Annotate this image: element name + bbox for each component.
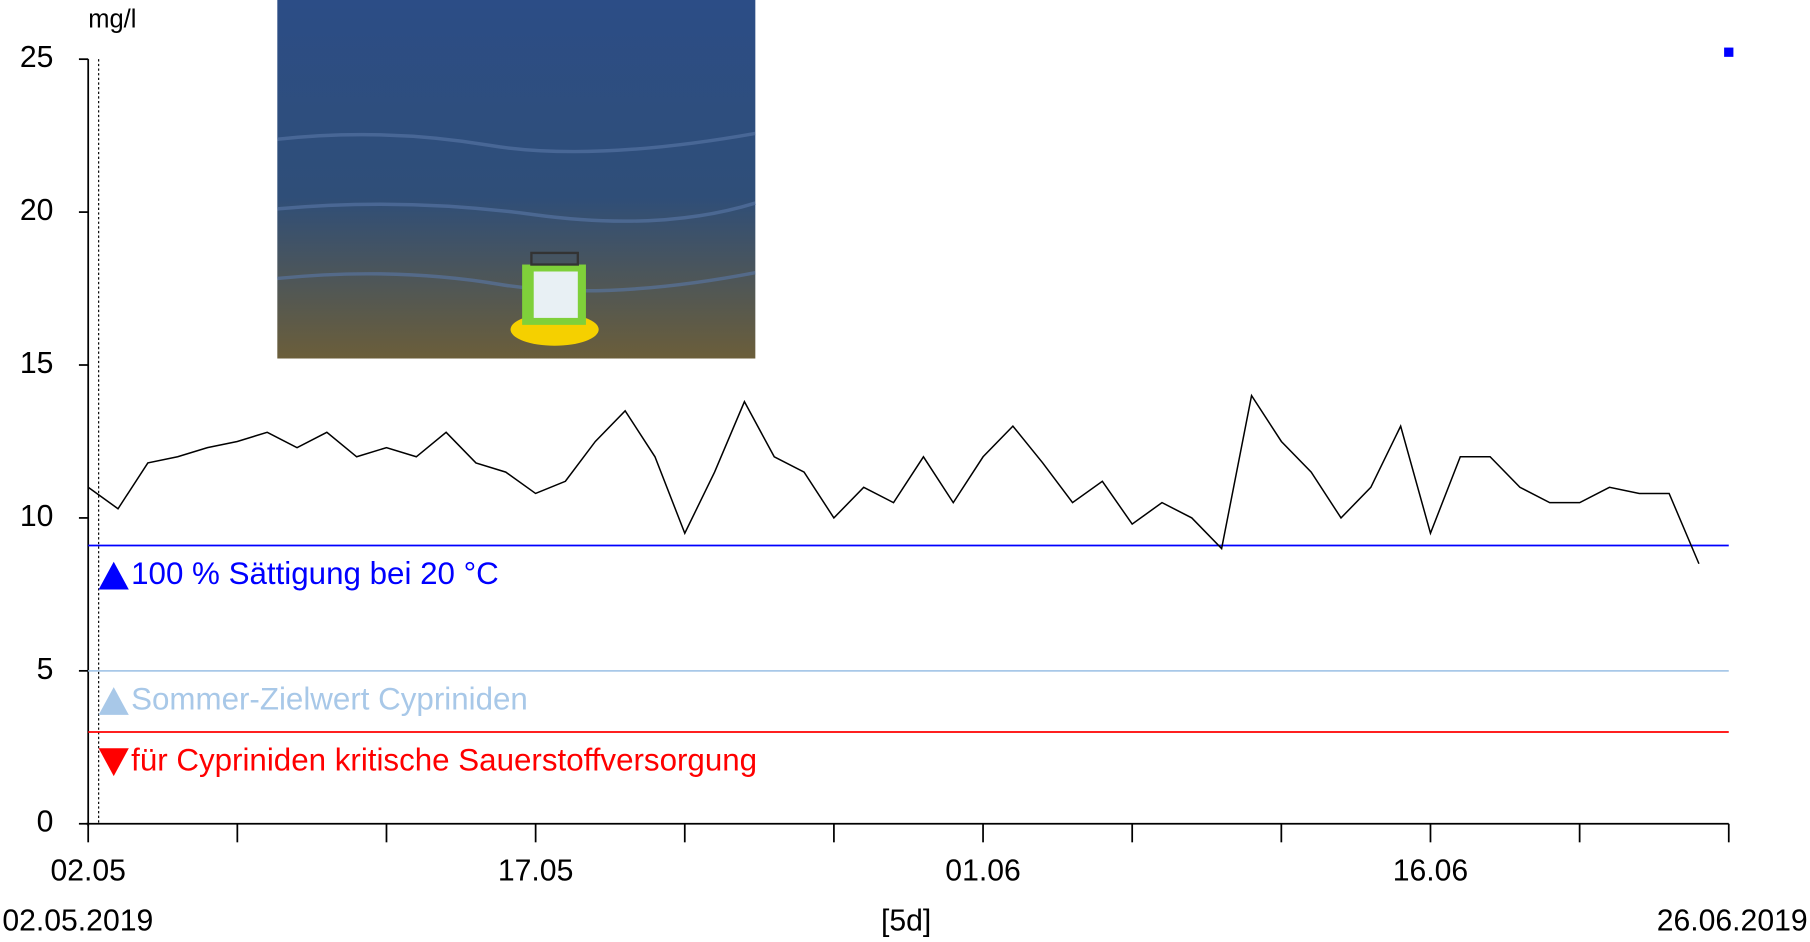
reference-marker: [99, 687, 129, 715]
x-tick-label: 02.05: [50, 854, 125, 887]
reference-marker: [99, 562, 129, 590]
y-tick-label: 15: [20, 347, 54, 380]
start-date: 02.05.2019: [2, 904, 153, 937]
chart: mg/l 02.05.2019 [5d] 26.06.2019 0 5 10 15 20…: [0, 0, 1810, 937]
interval: [5d]: [881, 904, 931, 937]
x-tick-label: 16.06: [1393, 854, 1468, 887]
y-tick-label: 0: [37, 806, 54, 839]
x-tick-label: 01.06: [945, 854, 1020, 887]
reference-label: für Cypriniden kritische Sauerstoffverso…: [131, 742, 757, 777]
y-unit: mg/l: [88, 6, 136, 34]
photo: [277, 0, 755, 359]
marker-square: [1724, 48, 1733, 57]
reference-label: Sommer-Zielwert Cypriniden: [131, 681, 528, 716]
page: mg/l 02.05.2019 [5d] 26.06.2019 0 5 10 15 20…: [0, 0, 1810, 942]
y-tick-label: 25: [20, 41, 54, 74]
series-line: [88, 396, 1699, 564]
reference-marker: [99, 748, 129, 776]
x-tick-label: 17.05: [498, 854, 573, 887]
end-date: 26.06.2019: [1657, 904, 1808, 937]
y-tick-label: 20: [20, 194, 54, 227]
y-tick-label: 10: [20, 500, 54, 533]
reference-label: 100 % Sättigung bei 20 °C: [131, 556, 499, 591]
y-tick-label: 5: [37, 653, 54, 686]
